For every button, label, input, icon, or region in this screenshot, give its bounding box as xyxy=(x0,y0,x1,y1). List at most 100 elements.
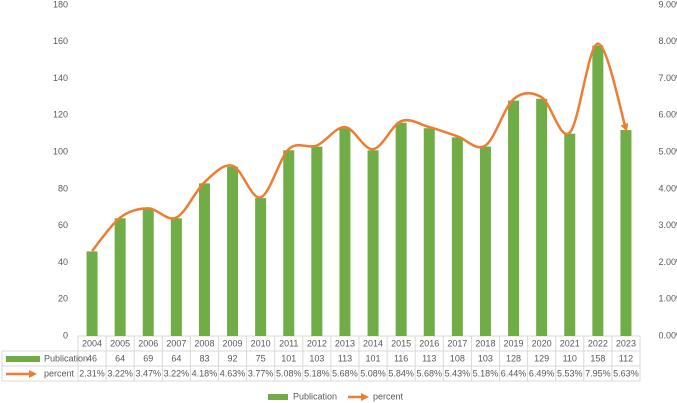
bar xyxy=(170,218,182,336)
bar xyxy=(536,98,548,337)
table-value: 69 xyxy=(143,353,153,363)
bar xyxy=(142,209,154,336)
table-value: 108 xyxy=(450,353,465,363)
table-value: 5.63% xyxy=(613,368,639,378)
bar xyxy=(339,128,351,336)
x-tick-label: 2020 xyxy=(532,338,552,348)
table-value: 6.49% xyxy=(529,368,555,378)
table-value: 75 xyxy=(256,353,266,363)
table-value: 83 xyxy=(199,353,209,363)
table-value: 116 xyxy=(394,353,408,363)
table-value: 3.77% xyxy=(248,368,274,378)
bar xyxy=(86,251,98,336)
y-tick-label: 140 xyxy=(53,73,68,83)
table-value: 5.68% xyxy=(416,368,442,378)
x-tick-label: 2014 xyxy=(363,338,383,348)
y2-tick-label: 0.00% xyxy=(658,330,677,340)
legend-label: percent xyxy=(373,391,404,401)
legend-label: Publication xyxy=(293,391,337,401)
x-tick-label: 2004 xyxy=(82,338,102,348)
table-value: 92 xyxy=(228,353,238,363)
table-value: 5.08% xyxy=(276,368,302,378)
table-value: 46 xyxy=(87,353,97,363)
table-value: 112 xyxy=(619,353,633,363)
x-tick-label: 2009 xyxy=(223,338,243,348)
legend-key xyxy=(268,394,288,400)
table-value: 103 xyxy=(478,353,493,363)
table-value: 101 xyxy=(281,353,296,363)
bar xyxy=(592,45,604,336)
x-tick-label: 2005 xyxy=(110,338,130,348)
x-tick-label: 2021 xyxy=(560,338,580,348)
bar xyxy=(255,198,267,336)
y-tick-label: 120 xyxy=(53,110,68,120)
table-value: 4.18% xyxy=(192,368,218,378)
table-value: 101 xyxy=(366,353,381,363)
y2-tick-label: 8.00% xyxy=(658,36,677,46)
table-value: 3.22% xyxy=(107,368,133,378)
table-value: 103 xyxy=(309,353,324,363)
y2-tick-label: 9.00% xyxy=(658,0,677,9)
bar xyxy=(423,128,435,336)
table-value: 5.68% xyxy=(332,368,358,378)
y-tick-label: 100 xyxy=(53,146,68,156)
x-tick-label: 2019 xyxy=(504,338,524,348)
table-series-name: percent xyxy=(44,368,75,378)
y2-tick-label: 4.00% xyxy=(658,183,677,193)
table-value: 64 xyxy=(171,353,181,363)
table-value: 4.63% xyxy=(220,368,246,378)
bar xyxy=(198,183,210,336)
table-value: 110 xyxy=(563,353,577,363)
bar xyxy=(395,122,407,336)
y2-tick-label: 5.00% xyxy=(658,146,677,156)
table-value: 113 xyxy=(338,353,352,363)
table-value: 5.53% xyxy=(557,368,583,378)
x-tick-label: 2015 xyxy=(391,338,411,348)
bar xyxy=(479,146,491,336)
table-value: 7.95% xyxy=(585,368,611,378)
table-legend-key xyxy=(6,356,40,362)
table-value: 128 xyxy=(506,353,521,363)
x-tick-label: 2018 xyxy=(475,338,495,348)
x-tick-label: 2006 xyxy=(138,338,158,348)
bar xyxy=(283,150,295,336)
x-tick-label: 2010 xyxy=(251,338,271,348)
bar xyxy=(508,100,520,336)
table-value: 5.84% xyxy=(388,368,414,378)
y-tick-label: 0 xyxy=(63,330,68,340)
y2-tick-label: 1.00% xyxy=(658,294,677,304)
table-value: 5.18% xyxy=(304,368,330,378)
table-value: 5.43% xyxy=(445,368,471,378)
table-value: 158 xyxy=(590,353,605,363)
table-value: 3.22% xyxy=(164,368,190,378)
table-value: 2.31% xyxy=(79,368,105,378)
bar xyxy=(564,133,576,336)
bar xyxy=(311,146,323,336)
bar xyxy=(620,130,632,336)
y-tick-label: 60 xyxy=(58,220,68,230)
bar xyxy=(114,218,126,336)
bar xyxy=(451,137,463,336)
line xyxy=(91,42,629,252)
table-series-name: Publication xyxy=(44,353,88,363)
x-tick-label: 2012 xyxy=(307,338,327,348)
x-tick-label: 2022 xyxy=(588,338,608,348)
y-tick-label: 20 xyxy=(58,294,68,304)
y-tick-label: 80 xyxy=(58,183,68,193)
x-tick-label: 2013 xyxy=(335,338,355,348)
y2-tick-label: 2.00% xyxy=(658,257,677,267)
table-value: 64 xyxy=(115,353,125,363)
y2-tick-label: 3.00% xyxy=(658,220,677,230)
x-tick-label: 2008 xyxy=(194,338,214,348)
x-tick-label: 2011 xyxy=(279,338,298,348)
y-tick-label: 160 xyxy=(53,36,68,46)
y-tick-label: 180 xyxy=(53,0,68,9)
y2-tick-label: 6.00% xyxy=(658,110,677,120)
bar xyxy=(227,166,239,336)
table-value: 5.08% xyxy=(360,368,386,378)
x-tick-label: 2016 xyxy=(419,338,439,348)
table-value: 6.44% xyxy=(501,368,527,378)
table-value: 113 xyxy=(422,353,436,363)
bar xyxy=(367,150,379,336)
